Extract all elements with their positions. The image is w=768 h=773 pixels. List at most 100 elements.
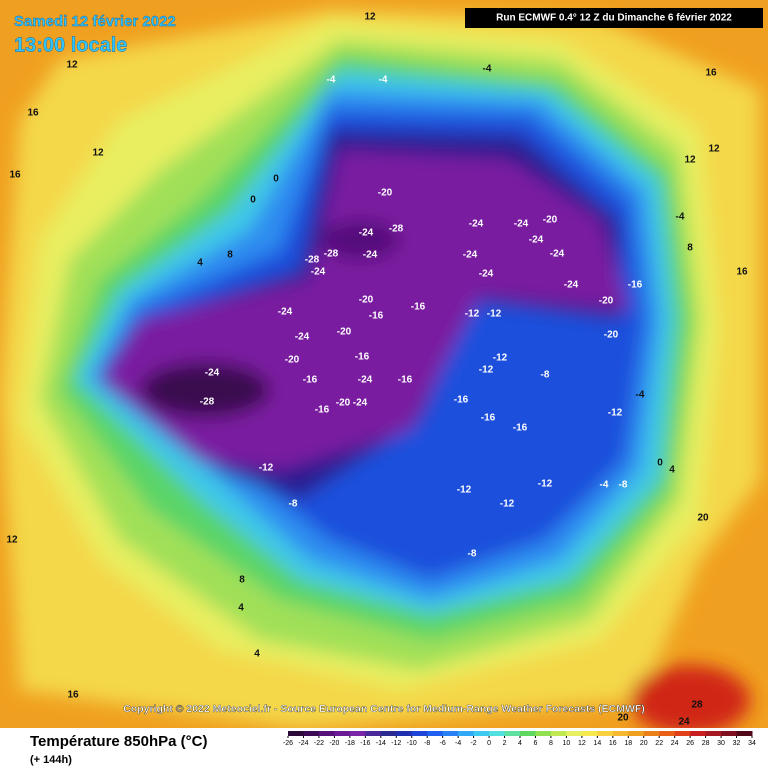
scale-swatch [427, 731, 444, 736]
contour-label: -24 [205, 368, 220, 379]
contour-label: 12 [6, 535, 18, 546]
scale-label: -24 [298, 740, 308, 747]
copyright: Copyright © 2022 Meteociel.fr - Source E… [123, 703, 645, 715]
scale-label: 4 [518, 740, 522, 747]
scale-swatch [380, 731, 397, 736]
contour-label: -24 [358, 375, 373, 386]
contour-label: 12 [364, 12, 376, 23]
scale-swatch [643, 731, 660, 736]
contour-label: -12 [465, 309, 480, 320]
contour-label: -16 [513, 423, 528, 434]
scale-label: -22 [314, 740, 324, 747]
contour-label: -12 [608, 408, 623, 419]
contour-label: -16 [369, 311, 384, 322]
scale-swatch [535, 731, 552, 736]
scale-swatch [690, 731, 707, 736]
contour-label: -12 [487, 309, 502, 320]
contour-label: -24 [514, 219, 529, 230]
contour-label: -24 [564, 280, 579, 291]
contour-label: -28 [324, 249, 339, 260]
scale-label: 20 [640, 740, 648, 747]
contour-label: -20 [285, 355, 300, 366]
contour-label: -12 [457, 485, 472, 496]
scale-label: -8 [424, 740, 430, 747]
scale-label: 18 [624, 740, 632, 747]
contour-label: -20 [543, 215, 558, 226]
scale-label: 8 [549, 740, 553, 747]
scale-swatch [334, 731, 351, 736]
scale-swatch [411, 731, 428, 736]
contour-label: 0 [250, 195, 256, 206]
scale-label: 2 [503, 740, 507, 747]
contour-label: -12 [493, 353, 508, 364]
contour-label: -24 [278, 307, 293, 318]
contour-label: 28 [691, 700, 703, 711]
contour-label: 16 [736, 267, 748, 278]
temperature-field [0, 0, 768, 735]
scale-swatch [396, 731, 413, 736]
contour-label: 8 [227, 250, 233, 261]
contour-label: -24 [469, 219, 484, 230]
contour-label: -8 [468, 549, 477, 560]
scale-swatch [442, 731, 459, 736]
contour-label: -28 [389, 224, 404, 235]
contour-label: 0 [657, 458, 663, 469]
contour-label: -24 [463, 250, 478, 261]
date: Samedi 12 février 2022 [14, 13, 176, 30]
contour-label: -24 [359, 228, 374, 239]
contour-label: -12 [538, 479, 553, 490]
contour-label: -24 [550, 249, 565, 260]
lead-time: (+ 144h) [30, 754, 72, 766]
scale-label: 6 [534, 740, 538, 747]
contour-label: -16 [398, 375, 413, 386]
scale-label: 22 [655, 740, 663, 747]
contour-label: 4 [238, 603, 244, 614]
scale-swatch [349, 731, 366, 736]
contour-label: 8 [239, 575, 245, 586]
scale-label: 12 [578, 740, 586, 747]
contour-label: -4 [636, 390, 645, 401]
scale-label: -18 [345, 740, 355, 747]
scale-swatch [550, 731, 567, 736]
scale-label: 26 [686, 740, 694, 747]
contour-label: -8 [619, 480, 628, 491]
scale-swatch [612, 731, 629, 736]
scale-label: -16 [360, 740, 370, 747]
scale-swatch [520, 731, 536, 736]
scale-label: 14 [593, 740, 601, 747]
contour-label: -16 [411, 302, 426, 313]
contour-label: 20 [697, 513, 709, 524]
contour-label: 4 [669, 465, 675, 476]
scale-label: 0 [487, 740, 491, 747]
contour-label: -4 [600, 480, 609, 491]
scale-swatch [365, 731, 382, 736]
contour-label: -24 [479, 269, 494, 280]
contour-label: -24 [295, 332, 310, 343]
contour-label: -28 [305, 255, 320, 266]
contour-label: -8 [541, 370, 550, 381]
contour-label: 12 [708, 144, 720, 155]
legend-title: Température 850hPa (°C) [30, 733, 207, 750]
scale-swatch [566, 731, 583, 736]
scale-swatch [581, 731, 598, 736]
scale-label: -4 [455, 740, 461, 747]
scale-swatch [736, 731, 753, 736]
contour-label: -12 [259, 463, 274, 474]
scale-swatch [318, 731, 335, 736]
scale-label: 28 [702, 740, 710, 747]
contour-label: -24 [363, 250, 378, 261]
run-box [465, 8, 763, 28]
scale-swatch [659, 731, 676, 736]
contour-label: 12 [66, 60, 78, 71]
scale-swatch [504, 731, 521, 736]
contour-label: 20 [617, 713, 629, 724]
contour-label: 12 [92, 148, 104, 159]
contour-label: -20 [359, 295, 374, 306]
scale-swatch [303, 731, 320, 736]
contour-label: -4 [379, 75, 388, 86]
contour-label: 0 [273, 174, 279, 185]
scale-label: 16 [609, 740, 617, 747]
contour-label: -24 [311, 267, 326, 278]
scale-swatch [473, 731, 490, 736]
scale-label: 34 [748, 740, 756, 747]
